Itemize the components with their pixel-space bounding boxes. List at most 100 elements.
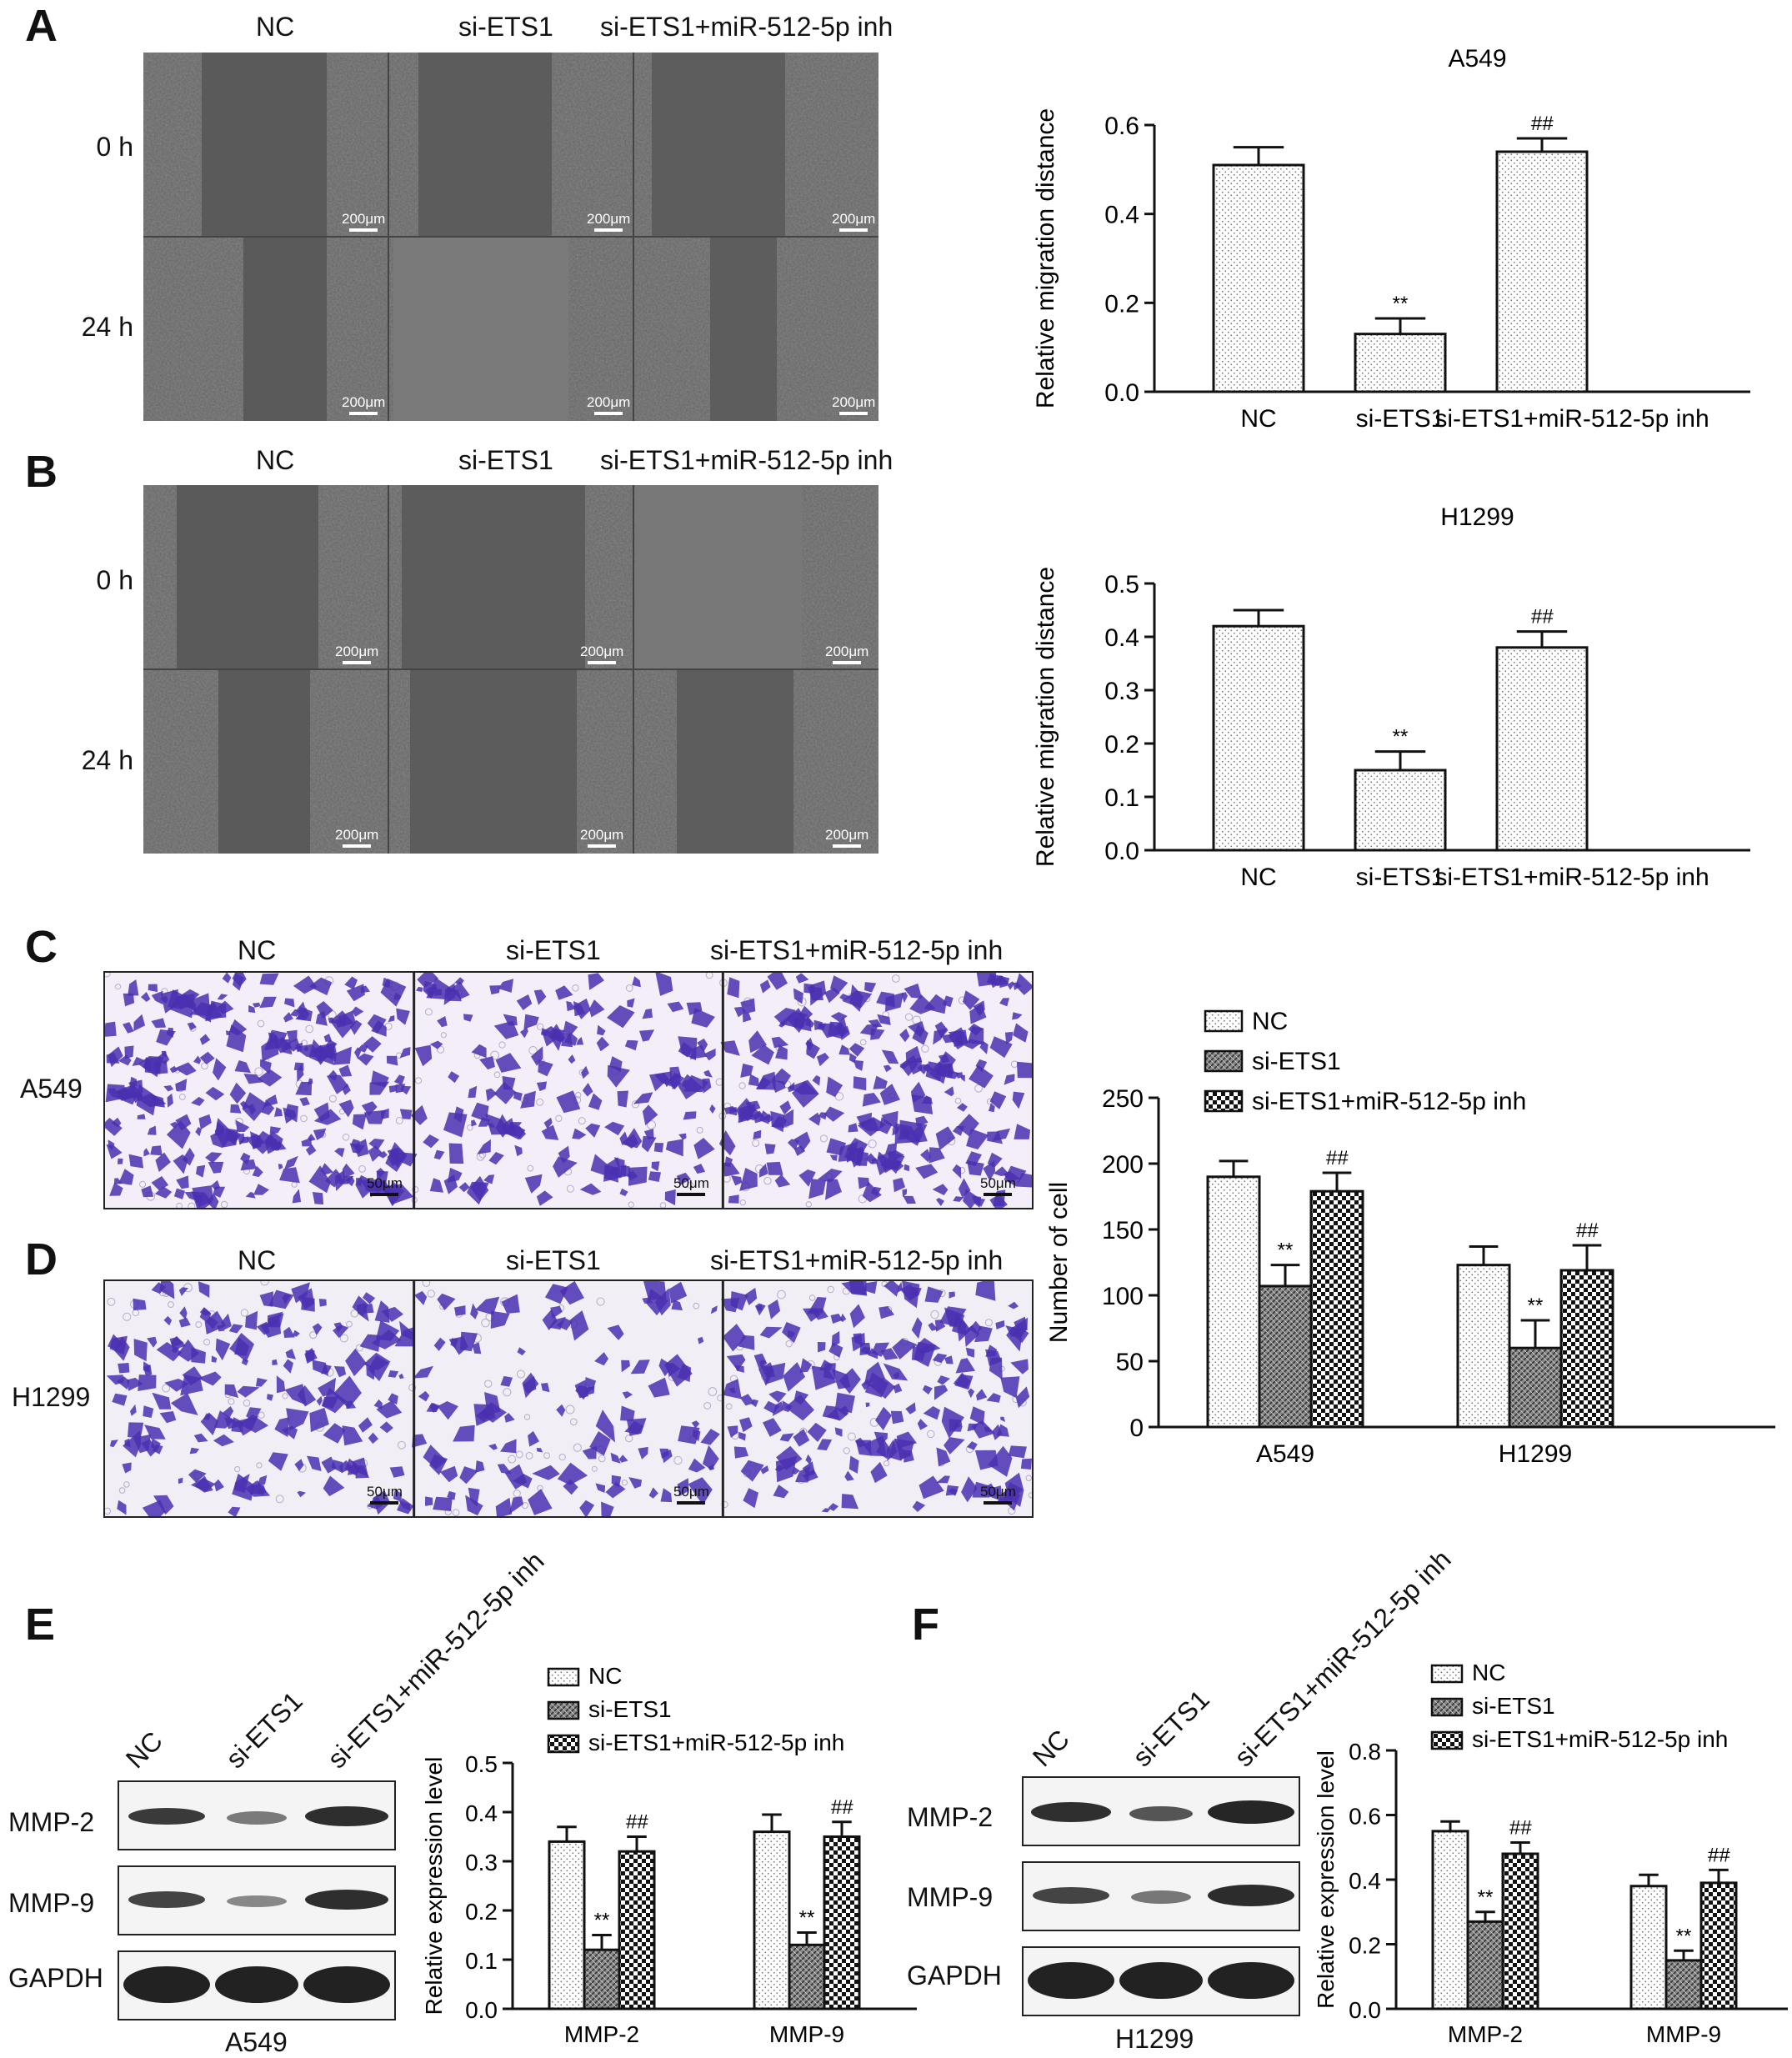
- x-tick-label: MMP-2: [1448, 2021, 1523, 2047]
- bar: [583, 1948, 621, 2010]
- y-axis-label: Relative expression level: [421, 1757, 447, 2015]
- col-label-nc: NC: [256, 445, 295, 475]
- scale-bar: 200μm: [580, 827, 623, 848]
- y-tick-label: 250: [1102, 1085, 1144, 1113]
- bar: [823, 1835, 861, 2010]
- col-label-si-ets1: si-ETS1: [506, 935, 601, 965]
- significance-label: **: [594, 1910, 610, 1932]
- transwell-image-h1299: [103, 1279, 1034, 1518]
- lane-label-nc: NC: [119, 1725, 168, 1775]
- row-label-24h: 24 h: [81, 745, 133, 775]
- col-label-nc: NC: [256, 12, 295, 42]
- scale-bar: 200μm: [825, 827, 868, 848]
- bar: [788, 1943, 826, 2010]
- col-label-nc: NC: [238, 1245, 277, 1275]
- col-label-si-ets1: si-ETS1: [506, 1245, 601, 1275]
- legend-swatch: [1204, 1089, 1244, 1113]
- stained-cells: [105, 973, 1032, 1208]
- band-label-mmp2: MMP-2: [907, 1802, 994, 1832]
- panel-letter-b: B: [25, 447, 58, 497]
- bar: [548, 1840, 586, 2010]
- bar: [1212, 163, 1305, 393]
- y-tick-label: 0.3: [465, 1850, 498, 1875]
- chart-a549-western: 0.0 0.1 0.2 0.3 0.4 0.5 Relative expression le…: [421, 1663, 917, 2047]
- chart-h1299-western: 0.0 0.2 0.4 0.6 0.8 Relative expression level…: [1313, 1660, 1788, 2047]
- significance-label: ##: [1531, 113, 1554, 135]
- col-label-si-ets1: si-ETS1: [458, 445, 553, 475]
- scale-bar: 50μm: [980, 1484, 1016, 1505]
- x-tick-label: NC: [1240, 864, 1276, 891]
- y-tick-label: 0.3: [1104, 678, 1139, 705]
- y-tick-label: 0.0: [1349, 1997, 1381, 2023]
- cell-line-label-h1299: H1299: [1115, 2024, 1194, 2054]
- x-tick-label: MMP-9: [769, 2021, 844, 2047]
- y-tick-label: 0.5: [1104, 571, 1139, 598]
- legend-label: si-ETS1+miR-512-5p inh: [1252, 1088, 1526, 1115]
- legend-label: si-ETS1: [588, 1696, 672, 1722]
- y-axis-label: Number of cell: [1045, 1182, 1073, 1343]
- lane-label-si-ets1: si-ETS1: [219, 1685, 308, 1775]
- significance-label: ##: [1576, 1219, 1599, 1242]
- x-tick-label: si-ETS1+miR-512-5p inh: [1434, 864, 1709, 891]
- significance-label: **: [1393, 726, 1409, 749]
- y-tick-label: 0.1: [465, 1948, 498, 1974]
- lane-label-si-ets1: si-ETS1: [1126, 1684, 1215, 1773]
- chart-invasion: 0 50 100 150 200 250 Number of cell ** ## A549 ** #…: [1045, 1008, 1775, 1468]
- y-tick-label: 0.0: [1104, 838, 1139, 865]
- y-tick-label: 200: [1102, 1151, 1144, 1179]
- legend-label: NC: [588, 1663, 622, 1689]
- legend-swatch: [1430, 1697, 1464, 1717]
- y-tick-label: 0.0: [465, 1997, 498, 2023]
- chart-title: H1299: [1440, 503, 1514, 531]
- scale-bar: 200μm: [587, 211, 630, 232]
- bar: [1466, 1920, 1504, 2010]
- bar: [1309, 1189, 1364, 1429]
- x-tick-label: MMP-9: [1646, 2021, 1721, 2047]
- scale-bar: 50μm: [980, 1175, 1016, 1196]
- row-label-h1299: H1299: [12, 1382, 91, 1412]
- scale-bar: 200μm: [335, 827, 378, 848]
- band-label-mmp9: MMP-9: [8, 1888, 95, 1918]
- band-label-gapdh: GAPDH: [907, 1960, 1002, 1990]
- significance-label: **: [1478, 1886, 1494, 1909]
- x-tick-label: MMP-2: [564, 2021, 639, 2047]
- scale-bar: 50μm: [673, 1484, 709, 1505]
- bar: [618, 1850, 656, 2010]
- chart-title: A549: [1448, 45, 1506, 73]
- bar: [1431, 1830, 1469, 2010]
- bar: [1258, 1284, 1313, 1429]
- bar: [1559, 1269, 1614, 1429]
- panel-letter-d: D: [25, 1234, 58, 1284]
- lane-label-nc: NC: [1026, 1724, 1075, 1773]
- y-tick-label: 0: [1129, 1415, 1144, 1442]
- scale-bar: 50μm: [367, 1175, 403, 1196]
- significance-label: **: [1528, 1294, 1544, 1317]
- significance-label: ##: [1708, 1844, 1730, 1866]
- y-tick-label: 0.2: [1349, 1933, 1381, 1959]
- bar: [1501, 1852, 1539, 2010]
- col-label-si-ets1: si-ETS1: [458, 12, 553, 42]
- x-tick-label: NC: [1240, 405, 1276, 433]
- col-label-si-ets1-inh: si-ETS1+miR-512-5p inh: [710, 1245, 1004, 1275]
- y-tick-label: 100: [1102, 1283, 1144, 1310]
- y-tick-label: 0.2: [1104, 731, 1139, 759]
- y-tick-label: 0.6: [1349, 1804, 1381, 1830]
- scale-bar: 200μm: [335, 643, 378, 664]
- scale-bar: 200μm: [832, 211, 875, 232]
- scale-bar: 200μm: [342, 211, 385, 232]
- scale-bar: 200μm: [587, 394, 630, 415]
- band-label-gapdh: GAPDH: [8, 1963, 103, 1993]
- chart-a549-migration: A549 0.0 0.2 0.4 0.6 Relative migration dista…: [1032, 45, 1750, 433]
- bar: [1212, 624, 1305, 852]
- y-axis-label: Relative migration distance: [1032, 108, 1059, 408]
- transwell-image-a549: [103, 971, 1034, 1209]
- col-label-si-ets1-inh: si-ETS1+miR-512-5p inh: [710, 935, 1004, 965]
- y-tick-label: 150: [1102, 1217, 1144, 1244]
- wound-healing-image-h1299: 200μm 200μm 200μm 200μm 200μm 200μm: [143, 485, 878, 854]
- panel-letter-f: F: [912, 1600, 939, 1650]
- wound-healing-grid-h1299: [143, 485, 878, 854]
- wound-healing-grid-a549: [143, 53, 878, 421]
- significance-label: ##: [1509, 1816, 1532, 1839]
- legend-swatch: [1204, 1009, 1244, 1033]
- legend-label: si-ETS1: [1472, 1693, 1555, 1719]
